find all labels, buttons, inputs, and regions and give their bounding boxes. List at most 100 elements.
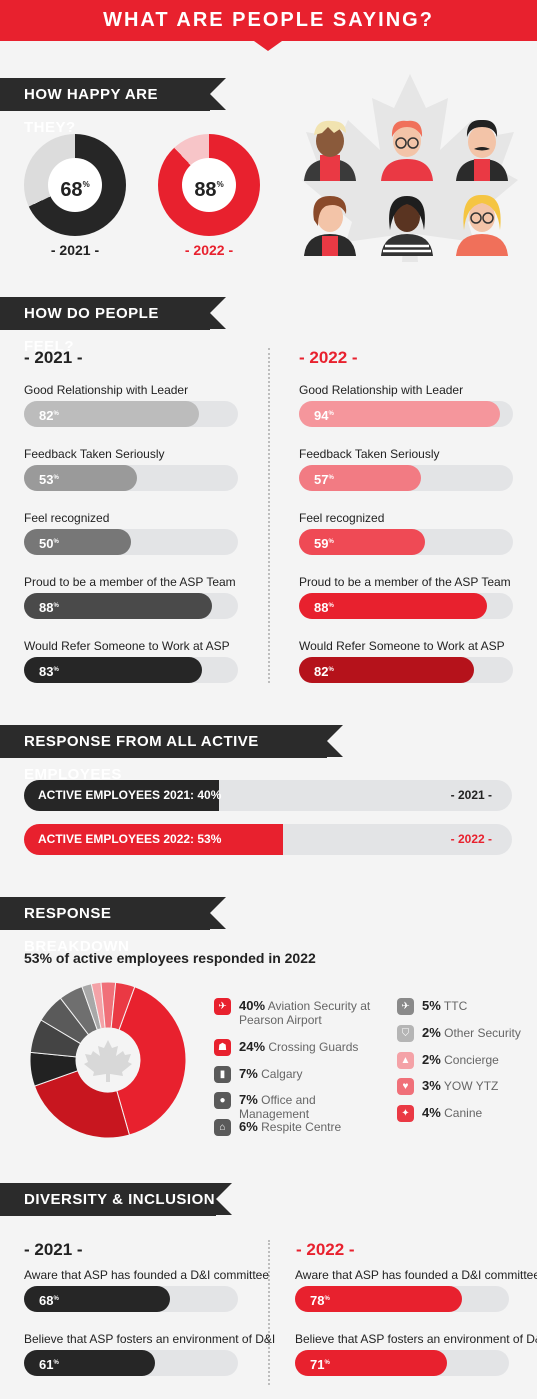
diversity-2021-year: - 2021 - <box>24 1240 83 1259</box>
person-avatar-icon <box>377 190 437 256</box>
legend-item: ✈ 5% TTC <box>397 998 527 1016</box>
bar-track: 78% <box>295 1286 509 1312</box>
column-divider <box>268 348 270 683</box>
legend-name: Concierge <box>444 1053 499 1067</box>
legend-name: Aviation Security at Pearson Airport <box>239 999 371 1027</box>
legend-name: Calgary <box>261 1067 303 1081</box>
bar-fill: 61% <box>24 1350 155 1376</box>
bar-track: 61% <box>24 1350 238 1376</box>
bar-value: 78% <box>310 1293 330 1308</box>
bar-track: 88% <box>24 593 238 619</box>
bar-track: 50% <box>24 529 238 555</box>
section-heading-breakdown: RESPONSE BREAKDOWN <box>0 897 226 955</box>
bar-fill: 71% <box>295 1350 447 1376</box>
bar-value: 59% <box>314 536 334 551</box>
donut-2021-value: 68% <box>48 158 102 212</box>
house-icon: ⌂ <box>214 1119 231 1136</box>
bar-value: 57% <box>314 472 334 487</box>
bar-value: 83% <box>39 664 59 679</box>
legend-percent: 7% <box>239 1066 258 1081</box>
crossing-guard-icon: ☗ <box>214 1039 231 1056</box>
bar-fill: 88% <box>24 593 212 619</box>
bar-value: 94% <box>314 408 334 423</box>
person-avatar-icon <box>300 190 360 256</box>
bar-label: Believe that ASP fosters an environment … <box>295 1332 537 1346</box>
bar-track: 68% <box>24 1286 238 1312</box>
bar-track: 57% <box>299 465 513 491</box>
active-employees-track: ACTIVE EMPLOYEES 2022: 53% - 2022 - <box>24 824 512 855</box>
person-avatar-icon <box>452 115 512 181</box>
office-manager-icon: ● <box>214 1092 231 1109</box>
donut-2022: 88% <box>158 134 260 236</box>
legend-name: Canine <box>444 1106 483 1120</box>
shield-icon: ⛉ <box>397 1025 414 1042</box>
legend-name: Office and Management <box>239 1093 316 1121</box>
bar-label: Proud to be a member of the ASP Team <box>299 575 511 589</box>
airplane-icon: ✈ <box>397 998 414 1015</box>
section-heading-happy: HOW HAPPY ARE THEY? <box>0 78 226 136</box>
bar-fill: 94% <box>299 401 500 427</box>
legend-percent: 3% <box>422 1078 441 1093</box>
maple-leaf-icon <box>84 1040 132 1082</box>
legend-percent: 5% <box>422 998 441 1013</box>
bar-label: Would Refer Someone to Work at ASP <box>299 639 505 653</box>
legend-percent: 4% <box>422 1105 441 1120</box>
bar-label: Would Refer Someone to Work at ASP <box>24 639 230 653</box>
bar-fill: 68% <box>24 1286 170 1312</box>
bar-value: 61% <box>39 1357 59 1372</box>
bar-track: 82% <box>24 401 238 427</box>
legend-percent: 2% <box>422 1052 441 1067</box>
donut-2021: 68% <box>24 134 126 236</box>
active-employees-fill: ACTIVE EMPLOYEES 2022: 53% <box>24 824 283 855</box>
bar-fill: 78% <box>295 1286 462 1312</box>
bar-track: 59% <box>299 529 513 555</box>
bar-label: Believe that ASP fosters an environment … <box>24 1332 276 1346</box>
active-employees-fill: ACTIVE EMPLOYEES 2021: 40% <box>24 780 222 811</box>
section-heading-active: RESPONSE FROM ALL ACTIVE EMPLOYEES <box>0 725 343 783</box>
diversity-2022-year: - 2022 - <box>296 1240 355 1259</box>
legend-name: Respite Centre <box>261 1120 342 1134</box>
legend-item: ⛉ 2% Other Security <box>397 1025 527 1043</box>
bar-fill: 82% <box>24 401 199 427</box>
bar-fill: 88% <box>299 593 487 619</box>
legend-name: Other Security <box>444 1026 521 1040</box>
bar-label: Aware that ASP has founded a D&I committ… <box>295 1268 537 1282</box>
breakdown-pie <box>29 981 187 1139</box>
bar-label: Good Relationship with Leader <box>299 383 464 397</box>
bar-fill: 59% <box>299 529 425 555</box>
bar-track: 71% <box>295 1350 509 1376</box>
bar-label: Good Relationship with Leader <box>24 383 189 397</box>
column-divider <box>268 1240 270 1385</box>
title-banner <box>0 0 537 51</box>
legend-item: ✈ 40% Aviation Security at Pearson Airpor… <box>214 998 384 1030</box>
paw-icon: ✦ <box>397 1105 414 1122</box>
bar-value: 82% <box>314 664 334 679</box>
bar-fill: 82% <box>299 657 474 683</box>
page-title: WHAT ARE PEOPLE SAYING? <box>103 9 434 31</box>
bar-track: 83% <box>24 657 238 683</box>
bar-label: Proud to be a member of the ASP Team <box>24 575 236 589</box>
active-employees-label: ACTIVE EMPLOYEES 2021: 40% <box>38 788 222 802</box>
legend-name: TTC <box>443 999 468 1013</box>
alberta-map-icon: ▮ <box>214 1066 231 1083</box>
legend-percent: 40% <box>239 998 266 1013</box>
person-avatar-icon <box>452 190 512 256</box>
bar-value: 68% <box>39 1293 59 1308</box>
donut-2022-year: - 2022 - <box>184 242 234 258</box>
bar-track: 94% <box>299 401 513 427</box>
section-heading-diversity: DIVERSITY & INCLUSION <box>0 1183 232 1216</box>
heart-icon: ♥ <box>397 1078 414 1095</box>
legend-item: ✦ 4% Canine <box>397 1105 527 1123</box>
bar-label: Feel recognized <box>24 511 110 525</box>
concierge-icon: ▲ <box>397 1052 414 1069</box>
legend-item: ☗ 24% Crossing Guards <box>214 1039 384 1057</box>
feel-2022-year: - 2022 - <box>299 348 358 367</box>
donut-2022-value: 88% <box>182 158 236 212</box>
bar-value: 50% <box>39 536 59 551</box>
feel-2021-year: - 2021 - <box>24 348 83 367</box>
bar-value: 82% <box>39 408 59 423</box>
legend-percent: 24% <box>239 1039 266 1054</box>
bar-label: Aware that ASP has founded a D&I committ… <box>24 1268 270 1282</box>
airport-security-icon: ✈ <box>214 998 231 1015</box>
legend-name: YOW YTZ <box>443 1079 499 1093</box>
